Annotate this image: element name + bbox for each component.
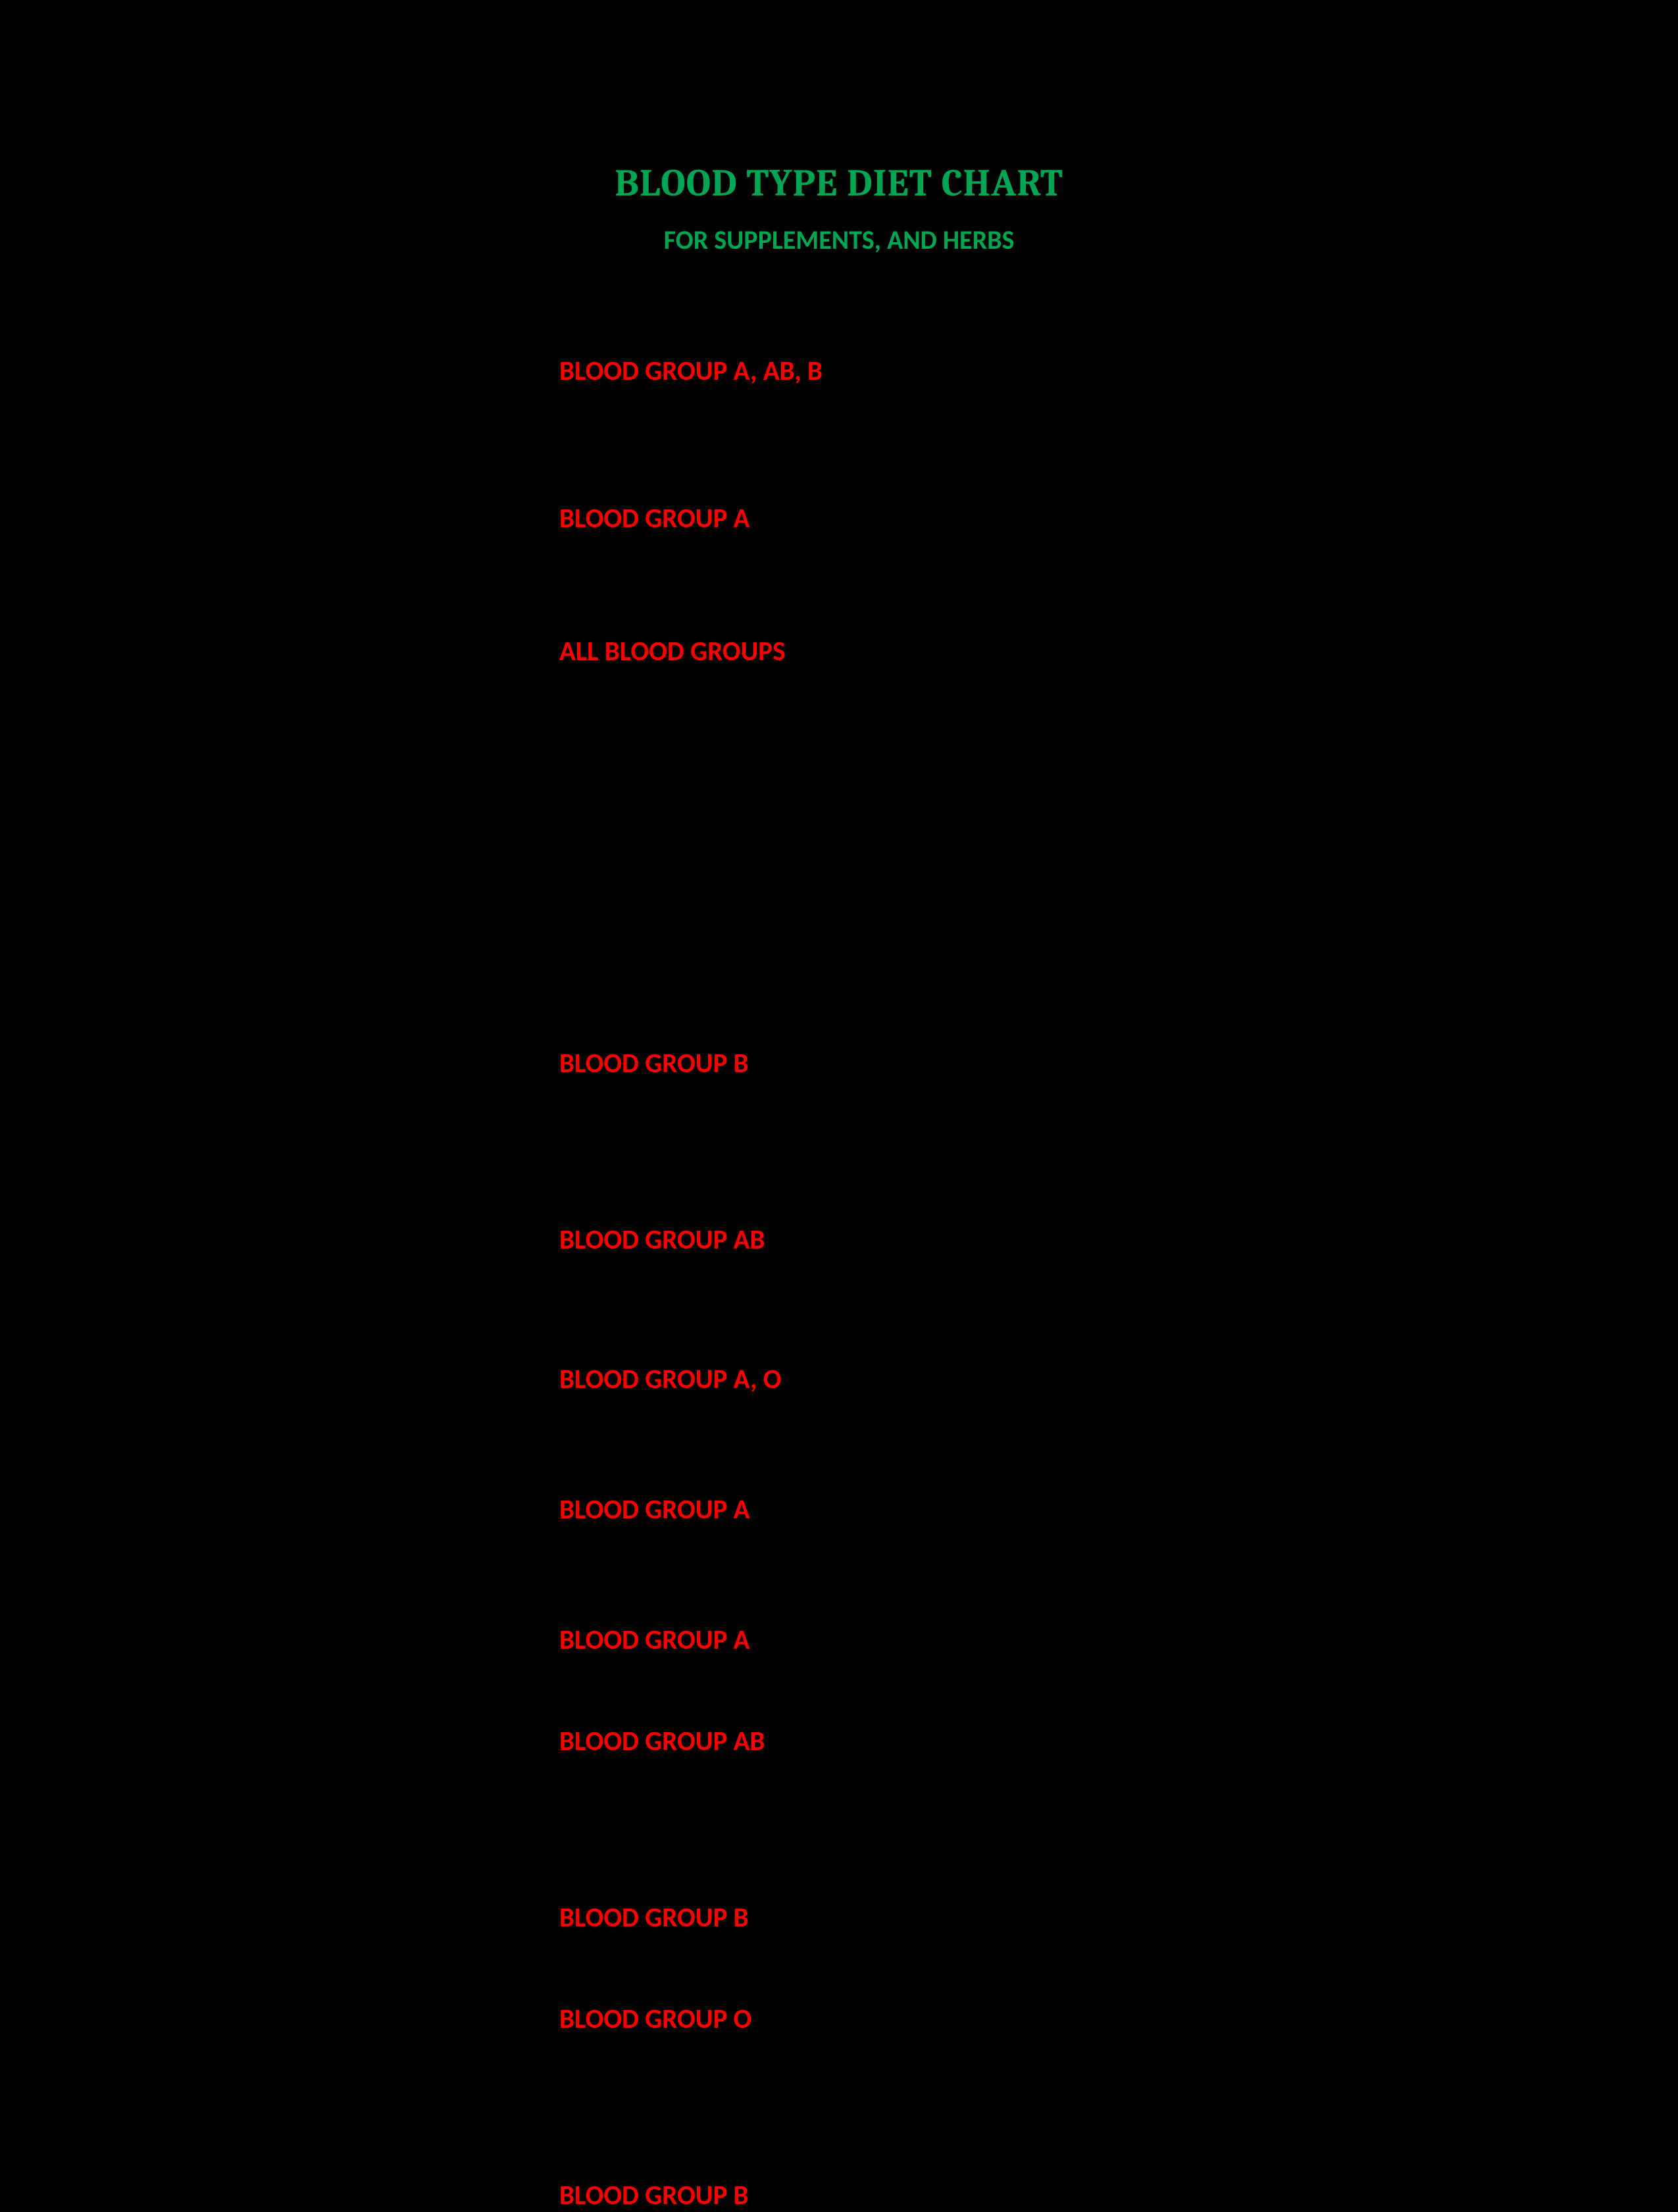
- blood-group-label: BLOOD GROUP AB: [559, 1223, 1678, 1256]
- blood-group-label: BLOOD GROUP O: [559, 2003, 1678, 2036]
- document-page: BLOOD TYPE DIET CHART FOR SUPPLEMENTS, A…: [0, 0, 1678, 2172]
- spacer: [559, 668, 1678, 1047]
- blood-group-label: BLOOD GROUP A: [559, 1624, 1678, 1657]
- content-column: BLOOD GROUP A, AB, B BLOOD GROUP A ALL B…: [0, 355, 1678, 2212]
- spacer: [559, 2036, 1678, 2179]
- blood-group-label: BLOOD GROUP A, AB, B: [559, 355, 1678, 388]
- spacer: [559, 1256, 1678, 1363]
- spacer: [559, 1758, 1678, 1901]
- blood-group-label: BLOOD GROUP B: [559, 1901, 1678, 1934]
- spacer: [559, 388, 1678, 502]
- blood-group-label: ALL BLOOD GROUPS: [559, 635, 1678, 668]
- page-title: BLOOD TYPE DIET CHART: [0, 161, 1678, 205]
- spacer: [559, 1657, 1678, 1725]
- spacer: [559, 535, 1678, 635]
- spacer: [559, 1396, 1678, 1493]
- blood-group-label: BLOOD GROUP B: [559, 2179, 1678, 2212]
- spacer: [559, 1080, 1678, 1223]
- spacer: [559, 1526, 1678, 1624]
- blood-group-label: BLOOD GROUP A: [559, 1493, 1678, 1526]
- blood-group-label: BLOOD GROUP B: [559, 1047, 1678, 1080]
- blood-group-label: BLOOD GROUP A: [559, 502, 1678, 535]
- blood-group-label: BLOOD GROUP A, O: [559, 1363, 1678, 1396]
- page-subtitle: FOR SUPPLEMENTS, AND HERBS: [0, 224, 1678, 256]
- spacer: [559, 1934, 1678, 2003]
- blood-group-label: BLOOD GROUP AB: [559, 1725, 1678, 1758]
